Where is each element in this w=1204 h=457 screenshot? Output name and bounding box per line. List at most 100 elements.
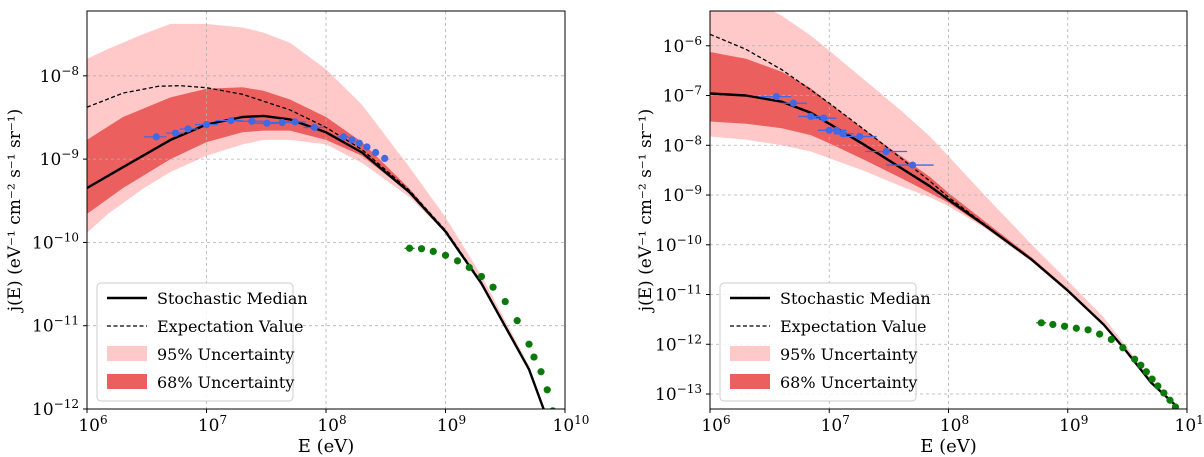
blue-data-point xyxy=(381,154,389,162)
x-tick-label: 109 xyxy=(1059,413,1088,436)
x-tick-label: 109 xyxy=(437,413,466,436)
plot-area xyxy=(87,11,565,409)
x-tick-label: 108 xyxy=(317,413,346,436)
green-data-point xyxy=(1060,322,1069,330)
legend-label: 95% Uncertainty xyxy=(780,345,917,364)
green-data-point xyxy=(1137,361,1145,369)
x-tick-label: 1010 xyxy=(1175,413,1204,436)
blue-data-point xyxy=(909,161,917,169)
blue-data-point xyxy=(789,99,797,107)
blue-data-point xyxy=(355,139,363,147)
blue-data-point xyxy=(291,118,299,126)
y-tick-label: 10−10 xyxy=(655,233,702,256)
blue-data-point xyxy=(856,132,864,141)
green-data-point xyxy=(543,386,551,394)
legend-swatch-95 xyxy=(730,346,770,361)
legend-swatch-68 xyxy=(107,374,147,389)
chart-left: 106 107 108 109 1010 10−12 10−11 10−10 10−9 10−8 E… xyxy=(5,10,589,457)
green-data-point xyxy=(525,340,533,348)
green-data-point xyxy=(549,407,556,409)
green-data-point xyxy=(1107,335,1115,344)
y-axis-label: j(E) (eV⁻¹ cm⁻² s⁻¹ sr⁻¹) xyxy=(636,109,656,314)
y-axis-label: j(E) (eV⁻¹ cm⁻² s⁻¹ sr⁻¹) xyxy=(5,109,25,314)
blue-data-point xyxy=(371,148,380,157)
green-data-point xyxy=(1142,368,1150,376)
green-data-point xyxy=(1166,396,1174,404)
green-data-point xyxy=(417,245,426,253)
green-data-point xyxy=(453,257,462,265)
ticks: 106 107 108 109 1010 10−12 10−11 10−10 10−9 10−8 xyxy=(32,64,589,436)
green-data-point xyxy=(537,368,545,376)
y-tick-label: 10−12 xyxy=(32,397,79,420)
blue-data-point xyxy=(248,117,256,125)
y-tick-label: 10−9 xyxy=(40,147,79,170)
green-data-point xyxy=(530,353,538,361)
y-tick-label: 10−11 xyxy=(32,314,79,337)
green-data-point xyxy=(1084,326,1092,334)
green-data-point xyxy=(1148,375,1156,383)
stochastic-median-line xyxy=(87,114,545,409)
blue-data-point xyxy=(363,143,371,151)
legend: Stochastic Median Expectation Value 95% Un… xyxy=(719,282,931,402)
green-data-point xyxy=(489,283,497,291)
legend: Stochastic Median Expectation Value 95% Un… xyxy=(96,282,308,402)
blue-data-point xyxy=(227,116,235,125)
blue-data-point xyxy=(348,136,356,144)
green-data-point xyxy=(1131,355,1139,363)
y-tick-label: 10−9 xyxy=(663,183,702,206)
y-tick-label: 10−13 xyxy=(655,382,702,405)
legend-label: 68% Uncertainty xyxy=(157,373,294,392)
legend-label: Expectation Value xyxy=(780,317,926,336)
blue-data-point xyxy=(202,120,211,129)
legend-box xyxy=(719,282,917,402)
y-tick-label: 10−11 xyxy=(655,283,702,306)
x-tick-label: 107 xyxy=(821,413,850,436)
green-data-point xyxy=(513,317,521,325)
legend-label: 95% Uncertainty xyxy=(157,345,294,364)
blue-data-point xyxy=(832,126,841,134)
blue-data-point xyxy=(839,130,847,138)
green-data-point xyxy=(1049,320,1057,329)
x-tick-label: 1010 xyxy=(553,413,590,436)
green-data-point xyxy=(1160,389,1168,397)
stochastic-median-line xyxy=(710,92,1177,406)
ticks: 106 107 108 109 1010 10−13 10−12 10−11 10−10 10−9… xyxy=(655,34,1204,436)
blue-data-point xyxy=(310,123,319,132)
band-68-uncertainty xyxy=(710,52,1176,406)
expectation-value-line xyxy=(87,85,545,409)
blue-data-point xyxy=(882,147,890,156)
green-data-point xyxy=(1072,324,1080,332)
green-data-point xyxy=(465,263,473,272)
x-tick-label: 106 xyxy=(701,413,730,436)
green-data-point xyxy=(1119,344,1127,352)
blue-data-point xyxy=(263,119,271,127)
blue-data-point xyxy=(807,112,815,121)
green-data-point xyxy=(429,247,437,255)
blue-data-point xyxy=(184,125,192,133)
x-axis-label: E (eV) xyxy=(298,436,355,457)
blue-data-point xyxy=(339,133,348,141)
blue-data-point xyxy=(152,133,160,141)
x-axis-label: E (eV) xyxy=(920,436,977,457)
legend-label: Expectation Value xyxy=(157,317,303,336)
band-68-uncertainty xyxy=(87,87,544,409)
x-tick-label: 106 xyxy=(78,413,107,436)
y-tick-label: 10−6 xyxy=(663,34,702,57)
green-data-point xyxy=(1096,330,1104,338)
x-tick-label: 107 xyxy=(198,413,227,436)
y-tick-label: 10−8 xyxy=(40,64,79,87)
green-data-point xyxy=(1154,382,1162,390)
green-data-point xyxy=(1037,319,1045,327)
y-tick-label: 10−10 xyxy=(32,230,79,253)
chart-right: 106 107 108 109 1010 10−13 10−12 10−11 10−10 10−9… xyxy=(636,10,1204,457)
green-data-point xyxy=(1171,403,1180,409)
green-data-point xyxy=(405,244,414,252)
y-tick-label: 10−8 xyxy=(663,133,702,156)
blue-data-point xyxy=(772,93,780,101)
y-tick-label: 10−12 xyxy=(655,332,702,355)
green-data-point xyxy=(501,297,509,306)
green-data-point xyxy=(441,251,450,259)
legend-label: 68% Uncertainty xyxy=(780,373,917,392)
blue-data-point xyxy=(820,114,828,122)
